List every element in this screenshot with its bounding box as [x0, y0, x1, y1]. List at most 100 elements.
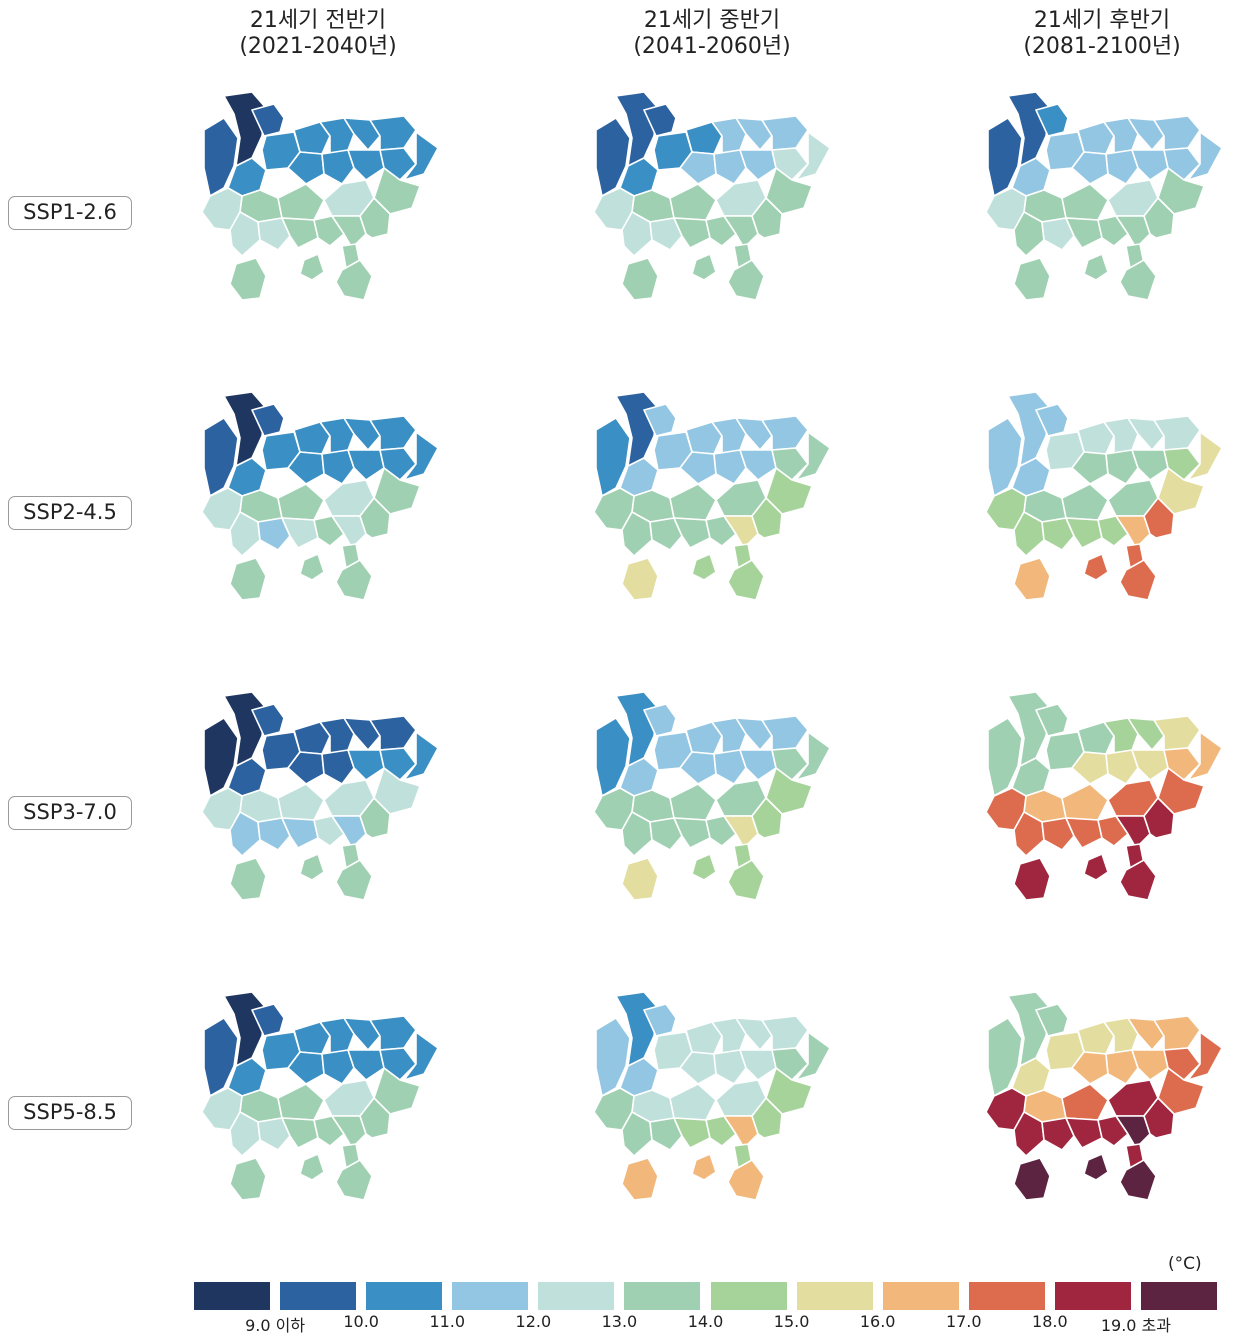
map-region: [1061, 183, 1109, 221]
map-region: [735, 117, 773, 151]
scenario-label-ssp1: SSP1-2.6: [8, 196, 132, 230]
map-region: [723, 1115, 759, 1149]
map-region: [1119, 859, 1157, 901]
map-region: [685, 721, 723, 755]
map-region: [643, 103, 677, 137]
map-region: [203, 1017, 239, 1097]
legend-swatch: [1140, 1282, 1217, 1310]
map-region: [251, 103, 285, 137]
legend-tick-label: 19.0 초과: [1100, 1316, 1171, 1335]
legend-tick-label: 11.0: [429, 1312, 466, 1331]
map-region: [281, 217, 319, 249]
map-region: [649, 1117, 683, 1151]
map-region: [649, 817, 683, 851]
map-region: [1061, 483, 1109, 521]
map-panel-2-2: [985, 691, 1223, 901]
map-region: [621, 857, 659, 901]
map-region: [335, 559, 373, 601]
map-region: [1115, 515, 1151, 549]
map-region: [649, 217, 683, 251]
map-region: [293, 721, 331, 755]
map-region: [229, 557, 267, 601]
map-region: [669, 483, 717, 521]
map-region: [1083, 1153, 1109, 1181]
map-region: [1187, 1031, 1223, 1081]
map-region: [727, 859, 765, 901]
map-region: [621, 257, 659, 301]
map-region: [203, 417, 239, 497]
map-region: [359, 497, 391, 539]
map-panel-3-0: [201, 991, 439, 1201]
map-region: [299, 1153, 325, 1181]
column-title: 21세기 전반기: [249, 8, 387, 33]
map-region: [277, 183, 325, 221]
map-region: [685, 421, 723, 455]
map-region: [1041, 1117, 1075, 1151]
map-region: [1013, 857, 1051, 901]
map-region: [1115, 1115, 1151, 1149]
map-region: [203, 117, 239, 197]
map-region: [595, 1017, 631, 1097]
map-region: [643, 403, 677, 437]
map-region: [1187, 431, 1223, 481]
map-region: [229, 1157, 267, 1201]
map-region: [1077, 421, 1115, 455]
map-region: [403, 431, 439, 481]
map-region: [343, 717, 381, 751]
map-region: [379, 1047, 417, 1081]
map-region: [403, 1031, 439, 1081]
map-region: [335, 1159, 373, 1201]
map-region: [643, 703, 677, 737]
scenario-label-ssp2: SSP2-4.5: [8, 496, 132, 530]
map-region: [343, 117, 381, 151]
map-region: [379, 747, 417, 781]
map-region: [1131, 1049, 1169, 1081]
map-region: [331, 215, 367, 249]
map-region: [1035, 403, 1069, 437]
map-region: [1077, 121, 1115, 155]
map-region: [321, 749, 355, 785]
map-region: [1143, 197, 1175, 239]
map-region: [727, 559, 765, 601]
column-title: 21세기 중반기: [643, 8, 781, 33]
map-region: [1163, 1047, 1201, 1081]
scenario-label-ssp5: SSP5-8.5: [8, 1096, 132, 1130]
map-region: [229, 857, 267, 901]
map-region: [1041, 517, 1075, 551]
map-panel-1-1: [593, 391, 831, 601]
legend-unit: (°C): [1168, 1254, 1202, 1274]
map-panel-3-1: [593, 991, 831, 1201]
map-region: [1163, 747, 1201, 781]
map-region: [1127, 1017, 1165, 1051]
map-region: [347, 449, 385, 481]
map-region: [691, 1153, 717, 1181]
map-region: [293, 421, 331, 455]
map-region: [1187, 731, 1223, 781]
map-panel-2-0: [201, 691, 439, 901]
map-region: [1065, 217, 1103, 249]
map-region: [359, 797, 391, 839]
map-region: [321, 449, 355, 485]
map-region: [1105, 449, 1139, 485]
map-region: [335, 259, 373, 301]
map-region: [673, 817, 711, 849]
map-region: [1065, 517, 1103, 549]
map-region: [713, 749, 747, 785]
map-region: [257, 817, 291, 851]
map-region: [403, 731, 439, 781]
map-region: [1083, 253, 1109, 281]
map-region: [1127, 117, 1165, 151]
map-region: [669, 183, 717, 221]
map-panel-0-0: [201, 91, 439, 301]
map-region: [1131, 149, 1169, 181]
map-region: [1061, 1083, 1109, 1121]
legend-swatch: [280, 1282, 357, 1310]
map-region: [277, 783, 325, 821]
map-region: [1105, 149, 1139, 185]
map-region: [1143, 797, 1175, 839]
map-region: [673, 1117, 711, 1149]
map-region: [257, 517, 291, 551]
map-region: [795, 731, 831, 781]
legend-swatch: [452, 1282, 529, 1310]
map-region: [1131, 749, 1169, 781]
